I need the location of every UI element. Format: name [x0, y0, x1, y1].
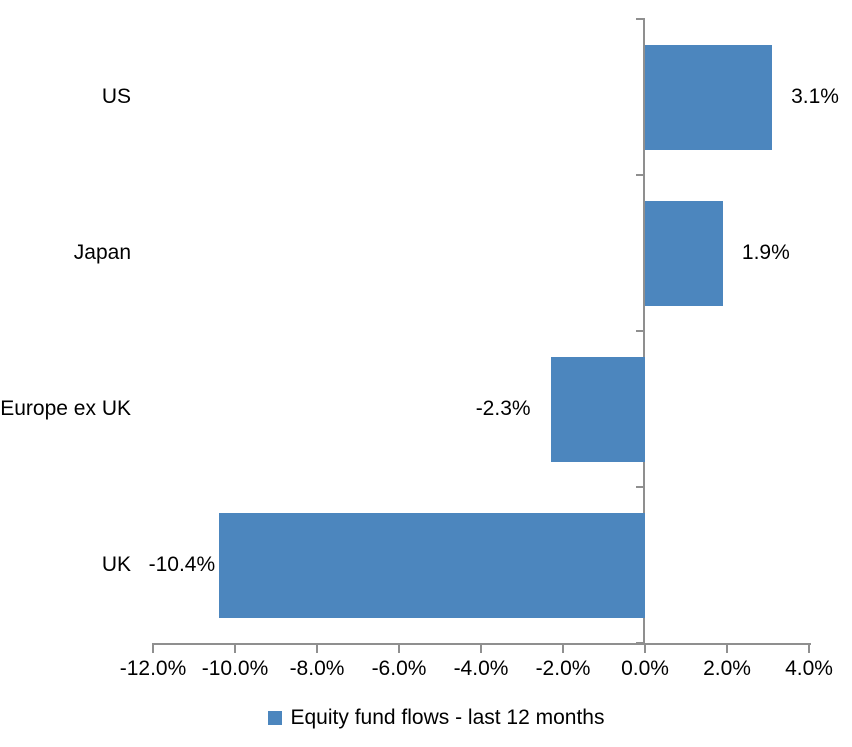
- category-label: UK: [101, 553, 131, 576]
- x-axis-tick: [234, 643, 236, 653]
- data-label: -10.4%: [148, 553, 216, 576]
- bar: [218, 512, 645, 618]
- x-tick-label: 4.0%: [785, 657, 833, 680]
- x-axis-tick: [480, 643, 482, 653]
- category-tick: [636, 642, 645, 644]
- x-tick-label: -6.0%: [371, 657, 427, 680]
- x-tick-label: -8.0%: [289, 657, 345, 680]
- x-tick-label: 2.0%: [703, 657, 751, 680]
- data-label: -2.3%: [475, 397, 531, 420]
- legend-marker-icon: [267, 711, 282, 725]
- category-label: US: [101, 85, 131, 108]
- bar: [645, 200, 723, 306]
- x-axis-tick: [562, 643, 564, 653]
- category-tick: [636, 174, 645, 176]
- category-label: Europe ex UK: [0, 397, 131, 420]
- category-tick: [636, 18, 645, 20]
- category-label: Japan: [73, 241, 131, 264]
- x-tick-label: 0.0%: [621, 657, 669, 680]
- bar: [645, 44, 773, 150]
- legend: Equity fund flows - last 12 months: [10, 703, 852, 733]
- category-tick: [636, 486, 645, 488]
- legend-label: Equity fund flows - last 12 months: [290, 706, 605, 729]
- data-label: 1.9%: [741, 241, 790, 264]
- x-tick-label: -4.0%: [453, 657, 509, 680]
- bar: [550, 356, 645, 462]
- x-tick-label: -12.0%: [119, 657, 187, 680]
- data-label: 3.1%: [791, 85, 839, 108]
- x-axis-tick: [316, 643, 318, 653]
- x-axis-tick: [644, 643, 646, 653]
- x-tick-label: -10.0%: [201, 657, 269, 680]
- category-tick: [636, 330, 645, 332]
- x-axis-tick: [152, 643, 154, 653]
- x-axis-tick: [808, 643, 810, 653]
- x-tick-label: -2.0%: [535, 657, 591, 680]
- x-axis-tick: [398, 643, 400, 653]
- x-axis-tick: [726, 643, 728, 653]
